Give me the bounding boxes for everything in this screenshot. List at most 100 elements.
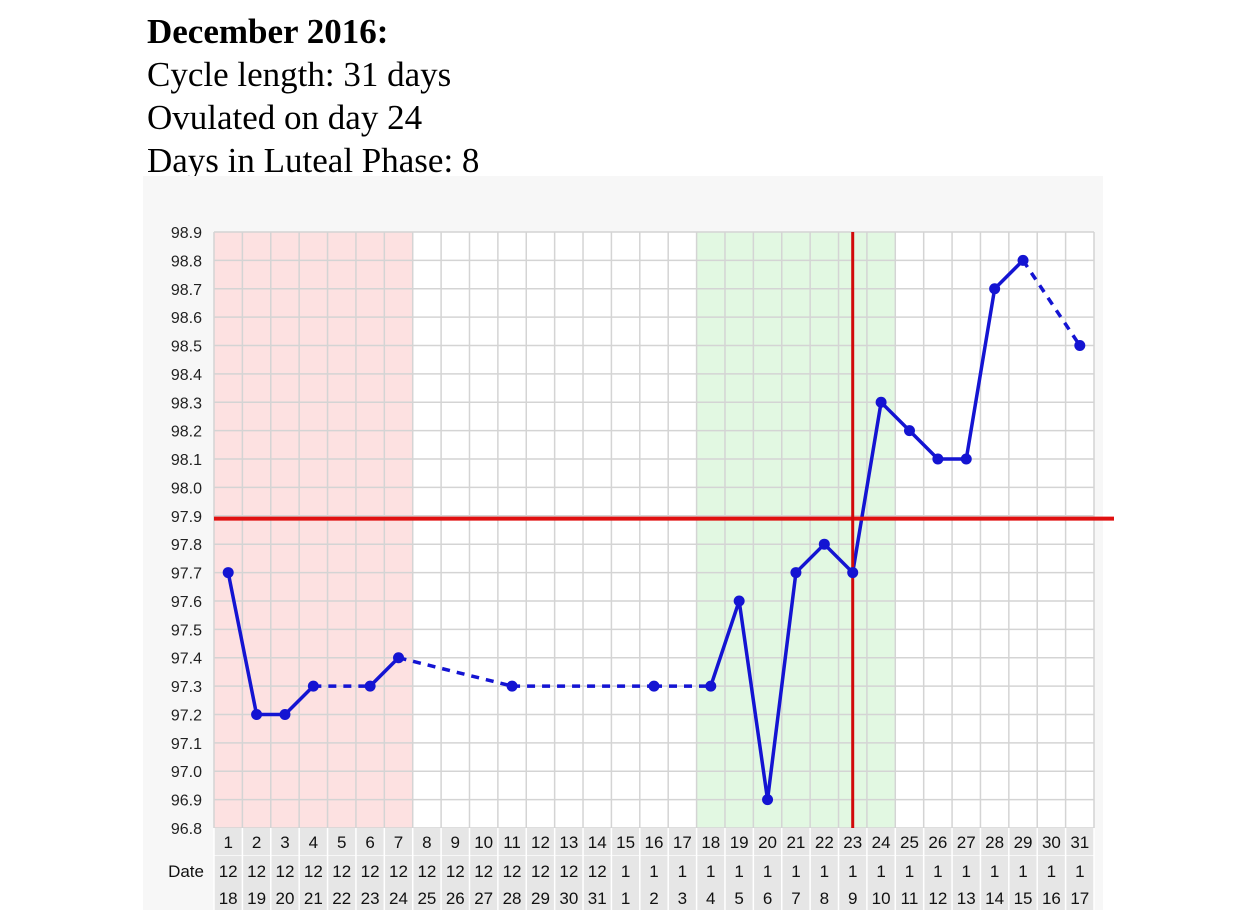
y-tick-label: 97.0 — [171, 764, 202, 781]
x-tick-label: 3 — [280, 833, 289, 852]
date-month-label: 1 — [1047, 862, 1056, 881]
y-tick-label: 97.1 — [171, 736, 202, 753]
date-day-label: 14 — [985, 889, 1004, 908]
x-tick-label: 12 — [531, 833, 550, 852]
x-tick-label: 17 — [673, 833, 692, 852]
data-point — [960, 453, 972, 465]
date-day-label: 3 — [678, 889, 687, 908]
date-day-label: 1 — [621, 889, 630, 908]
date-day-label: 16 — [1042, 889, 1061, 908]
x-tick-label: 8 — [422, 833, 431, 852]
data-point — [279, 708, 291, 720]
date-month-label: 1 — [905, 862, 914, 881]
data-point — [648, 680, 660, 692]
series-segment — [964, 287, 997, 461]
date-month-label: 12 — [417, 862, 436, 881]
date-month-label: 1 — [848, 862, 857, 881]
date-day-label: 9 — [848, 889, 857, 908]
x-tick-label: 28 — [985, 833, 1004, 852]
date-month-label: 1 — [678, 862, 687, 881]
y-tick-label: 97.5 — [171, 622, 202, 639]
date-day-label: 20 — [276, 889, 295, 908]
data-point — [506, 680, 518, 692]
data-point — [1017, 254, 1029, 266]
shaded-range-1 — [214, 232, 413, 828]
date-month-label: 12 — [219, 862, 238, 881]
data-point — [847, 567, 859, 579]
date-month-label: 12 — [276, 862, 295, 881]
x-tick-label: 13 — [559, 833, 578, 852]
data-point — [875, 396, 887, 408]
date-month-label: 1 — [962, 862, 971, 881]
x-tick-label: 27 — [957, 833, 976, 852]
y-tick-label: 98.2 — [171, 424, 202, 441]
date-month-label: 1 — [706, 862, 715, 881]
y-tick-label: 98.8 — [171, 253, 202, 270]
series-segment — [794, 542, 827, 575]
x-tick-label: 24 — [872, 833, 891, 852]
date-day-label: 10 — [872, 889, 891, 908]
date-row-background — [214, 856, 1094, 910]
data-point — [790, 567, 802, 579]
date-month-label: 12 — [389, 862, 408, 881]
date-day-label: 19 — [247, 889, 266, 908]
date-day-label: 12 — [928, 889, 947, 908]
date-day-label: 18 — [219, 889, 238, 908]
date-day-label: 13 — [957, 889, 976, 908]
y-tick-label: 96.9 — [171, 793, 202, 810]
series-segment — [765, 570, 798, 802]
data-point — [364, 680, 376, 692]
date-day-label: 4 — [706, 889, 715, 908]
data-point — [932, 453, 944, 465]
y-tick-label: 97.8 — [171, 537, 202, 554]
date-day-label: 8 — [820, 889, 829, 908]
x-tick-label: 31 — [1070, 833, 1089, 852]
date-month-label: 12 — [531, 862, 550, 881]
date-month-label: 12 — [588, 862, 607, 881]
x-tick-label: 4 — [309, 833, 318, 852]
series-segment — [907, 428, 940, 461]
series-segment — [709, 599, 741, 688]
date-day-label: 23 — [361, 889, 380, 908]
y-tick-label: 98.7 — [171, 282, 202, 299]
date-month-label: 1 — [990, 862, 999, 881]
x-tick-label: 29 — [1014, 833, 1033, 852]
x-tick-label: 5 — [337, 833, 346, 852]
date-day-label: 2 — [649, 889, 658, 908]
date-month-label: 12 — [559, 862, 578, 881]
series-segment — [398, 656, 513, 688]
x-tick-label: 19 — [730, 833, 749, 852]
date-month-label: 12 — [503, 862, 522, 881]
cycle-length-text: Cycle length: 31 days — [147, 55, 452, 94]
data-point — [705, 680, 717, 692]
date-month-label: 1 — [933, 862, 942, 881]
x-tick-label: 23 — [843, 833, 862, 852]
x-tick-label: 20 — [758, 833, 777, 852]
data-point — [307, 680, 319, 692]
shaded-range-2 — [696, 232, 896, 828]
series-segment — [737, 599, 770, 802]
date-month-label: 1 — [1018, 862, 1027, 881]
series-segment — [368, 655, 401, 688]
date-month-label: 12 — [247, 862, 266, 881]
y-tick-label: 98.1 — [171, 452, 202, 469]
series-segment — [822, 542, 855, 575]
date-month-label: 12 — [332, 862, 351, 881]
y-tick-label: 97.9 — [171, 509, 202, 526]
x-tick-label: 26 — [928, 833, 947, 852]
data-point — [1074, 340, 1086, 352]
date-day-label: 11 — [901, 889, 919, 908]
date-month-label: 12 — [474, 862, 493, 881]
y-tick-label: 98.3 — [171, 395, 202, 412]
date-day-label: 31 — [588, 889, 607, 908]
luteal-phase-text: Days in Luteal Phase: 8 — [147, 141, 480, 180]
data-point — [222, 567, 234, 579]
date-month-label: 1 — [876, 862, 885, 881]
x-tick-label: 6 — [365, 833, 374, 852]
x-tick-label: 11 — [503, 833, 521, 852]
date-day-label: 24 — [389, 889, 408, 908]
series-segment — [992, 258, 1025, 291]
y-tick-label: 97.7 — [171, 566, 202, 583]
x-tick-label: 21 — [786, 833, 805, 852]
